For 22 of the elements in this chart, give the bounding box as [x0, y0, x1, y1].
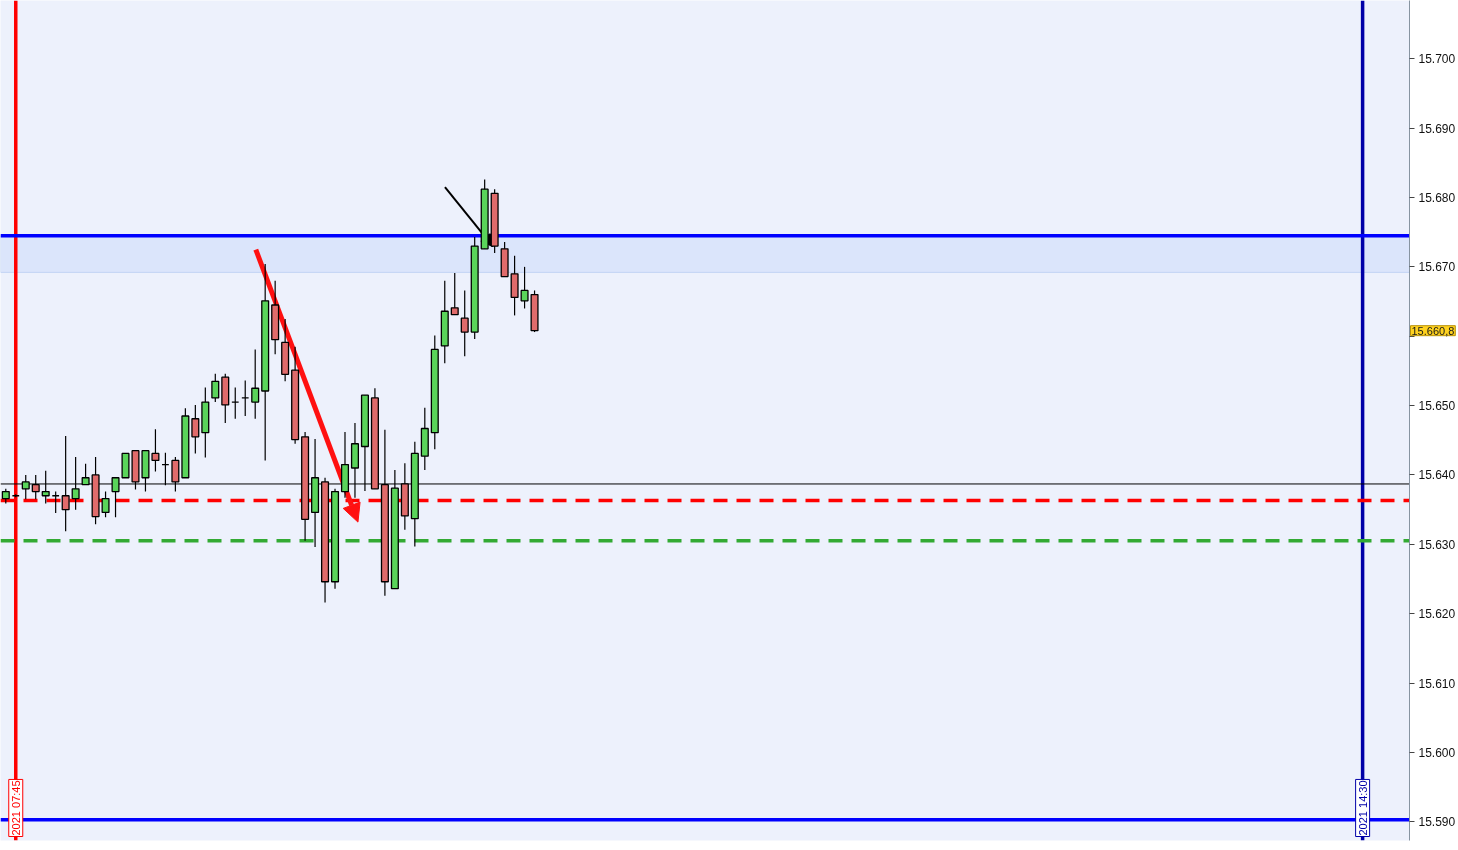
candlestick	[211, 373, 220, 403]
x-tick-label: 2021 07:45	[9, 780, 22, 836]
y-tick-label: 15.670	[1418, 260, 1456, 275]
y-tick-label: 15.610	[1418, 676, 1456, 691]
text: 15.660,8	[1411, 324, 1455, 337]
y-tick-label: 15.690	[1418, 121, 1456, 136]
y-tick-label: 15.700	[1418, 52, 1456, 67]
candlestick	[251, 348, 260, 420]
y-tick-label: 15.640	[1418, 468, 1456, 483]
candlestick	[510, 255, 519, 317]
x-tick-label: 2021 14:30	[1356, 780, 1369, 836]
y-tick-label: 15.630	[1418, 537, 1456, 552]
candlestick	[460, 289, 469, 357]
y-tick-label: 15.650	[1418, 399, 1456, 414]
candlestick	[520, 266, 529, 310]
candlestick	[101, 491, 110, 518]
y-tick-label: 15.680	[1418, 190, 1456, 205]
y-tick-label: 15.620	[1418, 607, 1456, 622]
candlestick	[450, 272, 459, 316]
y-tick-label: 15.600	[1418, 745, 1456, 760]
candlestick	[191, 404, 200, 455]
y-tick-label: 15.590	[1418, 815, 1456, 830]
